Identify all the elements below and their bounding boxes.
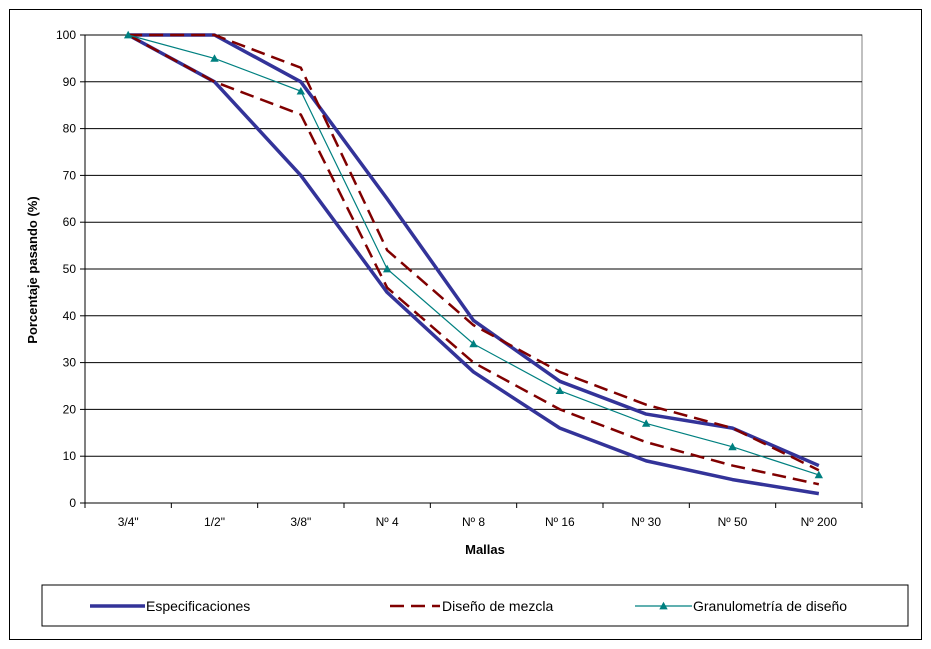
legend: Especificaciones Diseño de mezcla Granulom… bbox=[41, 584, 909, 627]
x-tick-label: Nº 30 bbox=[631, 515, 661, 529]
x-tick-label: 3/8" bbox=[290, 515, 311, 529]
y-axis-title: Porcentaje pasando (%) bbox=[25, 196, 40, 343]
series-point-gran bbox=[296, 86, 306, 95]
tick-labels: 0 10 20 30 40 50 60 70 80 90 100 3/4" 1/2" 3/8" Nº 4 Nº… bbox=[56, 28, 837, 529]
series-point-gran bbox=[469, 339, 478, 348]
y-tick-label: 10 bbox=[63, 449, 77, 463]
y-tick-label: 60 bbox=[63, 215, 77, 229]
x-tick-label: 3/4" bbox=[118, 515, 139, 529]
y-tick-label: 90 bbox=[63, 75, 77, 89]
y-tick-label: 50 bbox=[63, 262, 77, 276]
y-tick-label: 40 bbox=[63, 309, 77, 323]
series-point-gran bbox=[382, 264, 392, 273]
axes bbox=[80, 34, 863, 508]
y-tick-label: 30 bbox=[63, 356, 77, 370]
x-axis-title: Mallas bbox=[465, 542, 505, 557]
series-line-mix-3 bbox=[127, 33, 820, 486]
series-group bbox=[123, 30, 824, 496]
y-tick-label: 70 bbox=[63, 168, 77, 182]
x-tick-label: Nº 4 bbox=[376, 515, 399, 529]
series-point-gran bbox=[728, 442, 737, 451]
legend-box bbox=[41, 584, 909, 627]
x-tick-label: Nº 200 bbox=[801, 515, 838, 529]
series-point-gran bbox=[814, 470, 824, 479]
legend-label-0: Especificaciones bbox=[146, 598, 250, 614]
x-tick-label: 1/2" bbox=[204, 515, 225, 529]
gridlines bbox=[84, 34, 863, 504]
legend-marker-triangle bbox=[659, 601, 668, 610]
x-tick-label: Nº 50 bbox=[718, 515, 748, 529]
y-tick-label: 100 bbox=[56, 28, 76, 42]
series-line-spec-0 bbox=[128, 33, 820, 468]
legend-label-2: Granulometría de diseño bbox=[693, 598, 847, 614]
x-tick-label: Nº 16 bbox=[545, 515, 575, 529]
y-tick-label: 20 bbox=[63, 402, 77, 416]
series-line-mix-2 bbox=[128, 33, 820, 472]
series-line-spec-1 bbox=[127, 33, 820, 496]
y-tick-label: 80 bbox=[63, 122, 77, 136]
y-tick-label: 0 bbox=[69, 496, 76, 510]
x-tick-label: Nº 8 bbox=[462, 515, 485, 529]
legend-label-1: Diseño de mezcla bbox=[442, 598, 553, 614]
series-point-gran bbox=[641, 419, 651, 427]
series-point-gran bbox=[555, 386, 565, 395]
series-point-gran bbox=[210, 54, 219, 62]
series-point-gran bbox=[123, 30, 133, 39]
